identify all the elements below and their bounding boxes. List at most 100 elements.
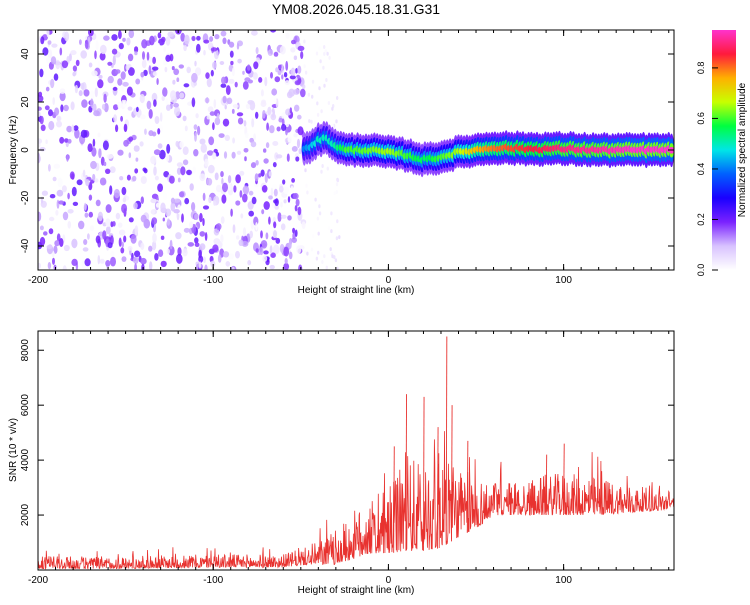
spectrogram-noise-cell [162, 87, 168, 97]
spectrogram-noise-cell [220, 171, 224, 178]
spectrogram-noise-cell [140, 176, 147, 184]
spectrogram-noise-cell [118, 42, 124, 50]
spectrogram-noise-cell [273, 51, 279, 57]
spectrogram-noise-cell [303, 39, 306, 44]
spectrogram-noise-cell [226, 97, 233, 105]
spectrogram-noise-cell [55, 209, 59, 216]
spectrogram-noise-cell [39, 236, 46, 246]
spectrogram-noise-cell [199, 212, 203, 223]
spectrogram-noise-cell [194, 60, 197, 67]
spectrogram-noise-cell [250, 141, 257, 148]
spectrogram-noise-cell [162, 217, 165, 222]
spectrogram-noise-cell [222, 251, 230, 258]
spectrogram-noise-cell [232, 137, 236, 144]
spectrogram-noise-cell [121, 256, 127, 262]
spectrogram-noise-cell [91, 70, 98, 77]
spectrogram-noise-cell [280, 223, 286, 231]
spectrogram-noise-cell [314, 197, 317, 202]
spectrogram-noise-cell [170, 201, 176, 212]
spectrogram-noise-cell [69, 120, 77, 127]
spectrogram-noise-cell [166, 248, 170, 254]
spectrogram-noise-cell [176, 77, 180, 82]
spectrogram-noise-cell [128, 136, 134, 142]
spectrogram-noise-cell [56, 189, 64, 197]
spectrogram-noise-cell [110, 256, 116, 267]
spectrogram-noise-cell [243, 148, 249, 153]
spectrogram-noise-cell [205, 72, 210, 79]
spectrogram-noise-cell [102, 230, 107, 240]
spectrogram-noise-cell [325, 78, 328, 82]
spectrogram-noise-cell [105, 260, 111, 267]
spectrogram-noise-cell [133, 256, 139, 265]
spectrogram-noise-cell [121, 203, 128, 214]
spectrogram-noise-cell [53, 163, 61, 169]
spectrogram-noise-cell [120, 115, 123, 122]
spectrogram-noise-cell [199, 243, 206, 251]
spectrogram-noise-cell [273, 98, 277, 104]
spectrogram-noise-cell [224, 134, 230, 141]
spectrogram-noise-cell [281, 74, 284, 80]
spectrogram-noise-cell [221, 177, 224, 185]
spectrogram-noise-cell [191, 72, 198, 83]
spectrogram-noise-cell [112, 55, 116, 66]
spectrogram-noise-cell [304, 168, 307, 173]
spectrogram-noise-cell [103, 93, 107, 103]
spectrogram-noise-cell [113, 104, 119, 111]
spectrogram-noise-cell [151, 92, 158, 102]
spectrogram-noise-cell [235, 174, 241, 184]
spectrogram-noise-cell [191, 97, 196, 108]
spectrogram-noise-cell [248, 190, 254, 196]
spectrogram-noise-cell [290, 67, 296, 77]
spectrogram-noise-cell [127, 106, 133, 111]
spectrogram-noise-cell [119, 176, 124, 181]
spectrogram-noise-cell [242, 70, 245, 75]
spectrogram-noise-cell [88, 62, 93, 68]
spectrogram-noise-cell [261, 185, 268, 193]
spectrogram-noise-cell [177, 247, 182, 256]
spectrogram-noise-cell [140, 214, 147, 223]
spectrogram-noise-cell [38, 95, 44, 103]
spectrogram-noise-cell [137, 37, 142, 44]
spectrogram-noise-cell [267, 49, 274, 56]
spectrogram-noise-cell [310, 119, 313, 124]
spectrogram-noise-cell [288, 240, 292, 249]
spectrogram-noise-cell [294, 205, 298, 212]
spectrogram-noise-cell [231, 67, 235, 77]
spectrogram-noise-cell [306, 190, 309, 195]
spectrogram-noise-cell [175, 232, 182, 240]
spectrogram-noise-cell [260, 101, 267, 107]
spectrogram-noise-cell [244, 32, 249, 38]
spectrogram-noise-cell [233, 185, 237, 193]
spectrogram-noise-cell [84, 212, 89, 218]
spectrogram-noise-cell [281, 118, 285, 126]
spectrogram-noise-cell [62, 265, 67, 270]
spectrogram-noise-cell [128, 217, 134, 223]
spectrogram-noise-cell [280, 201, 283, 208]
spectrogram-noise-cell [289, 107, 292, 114]
spectrogram-noise-cell [237, 58, 242, 64]
spectrogram-noise-cell [266, 122, 269, 131]
spectrogram-noise-cell [123, 139, 129, 147]
spectrogram-noise-cell [270, 252, 276, 258]
snr-spike [405, 394, 407, 551]
figure-title: YM08.2026.045.18.31.G31 [272, 1, 440, 17]
spectrogram-noise-cell [298, 264, 303, 270]
spectrogram-noise-cell [325, 265, 328, 270]
spectrogram-noise-cell [153, 99, 157, 107]
spectrogram-noise-cell [212, 122, 215, 131]
spectrogram-noise-cell [47, 40, 52, 45]
spectrogram-noise-cell [95, 199, 101, 207]
spectrogram-noise-cell [76, 179, 83, 186]
spectrogram-noise-cell [134, 51, 138, 56]
spectrogram-noise-cell [213, 99, 217, 109]
spectrogram-noise-cell [67, 221, 72, 229]
spectrogram-noise-cell [193, 149, 199, 157]
spectrogram-noise-cell [90, 90, 95, 100]
spectrogram-noise-cell [232, 104, 239, 109]
snr-y-axis-label: SNR (10 * v/v) [8, 418, 19, 482]
spectrogram-cells [38, 30, 674, 270]
spectrogram-noise-cell [99, 258, 105, 264]
spectrogram-noise-cell [300, 51, 304, 60]
spectrogram-noise-cell [204, 97, 210, 104]
spectrogram-noise-cell [97, 79, 104, 89]
